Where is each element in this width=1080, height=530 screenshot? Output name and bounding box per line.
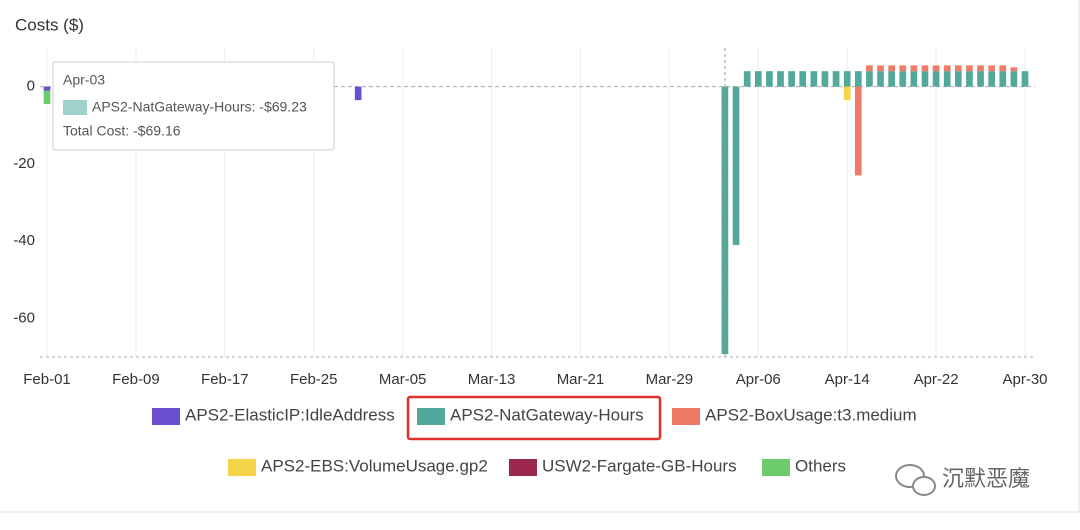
x-tick-label: Mar-13 [468,371,516,388]
legend-swatch [152,408,180,425]
legend-swatch [509,459,537,476]
plot-area: Feb-01 Feb-09 Feb-17 Feb-25 Mar-05 Mar-13 Mar-… [13,48,1048,388]
bar [866,71,873,87]
bar [43,86,51,91]
legend-swatch [672,408,700,425]
legend-swatch [417,408,445,425]
bar [877,71,884,87]
x-tick-label: Mar-29 [646,371,694,388]
bar [977,65,984,72]
bar [1010,67,1018,72]
bar [843,71,851,87]
x-tick-label: Apr-22 [914,371,959,388]
legend-label: APS2-BoxUsage:t3.medium [705,405,917,424]
bar [766,71,773,87]
bar [954,65,962,72]
bar [1010,71,1018,87]
bar [754,71,762,87]
legend-label: APS2-EBS:VolumeUsage.gp2 [261,456,488,475]
bar [43,90,51,105]
legend-swatch [228,459,256,476]
bar [932,65,940,72]
bar [888,71,895,87]
y-tick-label: 0 [27,78,35,95]
tooltip-box [52,61,335,151]
bar [821,71,829,87]
x-tick-label: Feb-25 [290,371,338,388]
tooltip-swatch [63,100,87,115]
bar [866,65,873,72]
watermark-icon [912,476,936,496]
bar [843,86,851,101]
legend-swatch [762,459,790,476]
bar [910,71,918,87]
chart-title: Costs ($) [15,15,84,34]
bar [932,71,940,87]
legend: APS2-ElasticIP:IdleAddress APS2-NatGatewa… [152,405,917,476]
bar [999,71,1007,87]
bar [921,65,929,72]
bar [977,71,984,87]
bar [354,86,362,101]
x-tick-label: Mar-05 [379,371,427,388]
bar [788,71,795,87]
bar [943,65,951,72]
x-tick-label: Apr-06 [736,371,781,388]
x-tick-label: Feb-09 [112,371,160,388]
legend-label: USW2-Fargate-GB-Hours [542,456,737,475]
bar [966,71,973,87]
highlight-box [406,395,662,441]
tooltip-total: Total Cost: -$69.16 [63,123,181,139]
bar [999,65,1007,72]
x-tick-label: Feb-17 [201,371,249,388]
tooltip: Apr-03 APS2-NatGateway-Hours: -$69.23 To… [52,61,335,151]
legend-label: APS2-ElasticIP:IdleAddress [185,405,395,424]
x-tick-label: Feb-01 [23,371,71,388]
bar [832,71,840,87]
y-tick-label: -60 [13,309,35,326]
bar [954,71,962,87]
bar [988,71,995,87]
bar [743,71,751,87]
bar [888,65,895,72]
legend-label: APS2-NatGateway-Hours [450,405,644,424]
bar [910,65,918,72]
bar [988,65,995,72]
y-tick-label: -40 [13,232,35,249]
bar [721,86,729,355]
x-tick-label: Mar-21 [557,371,605,388]
tooltip-title: Apr-03 [63,72,105,88]
bar [854,86,862,176]
bar [899,71,907,87]
bar [877,65,884,72]
watermark-text: 沉默恶魔 [942,466,1030,491]
bar [732,86,740,245]
bar [921,71,929,87]
bar [854,71,862,87]
bar [810,71,818,87]
bar [799,71,807,87]
x-tick-label: Apr-30 [1002,371,1047,388]
watermark: 沉默恶魔 [895,464,1030,496]
bar [777,71,784,87]
legend-label: Others [795,456,846,475]
tooltip-line: APS2-NatGateway-Hours: -$69.23 [92,99,307,115]
x-tick-label: Apr-14 [825,371,870,388]
bar [1021,71,1029,87]
y-tick-label: -20 [13,155,35,172]
bar [899,65,907,72]
bar [943,71,951,87]
bar [966,65,973,72]
